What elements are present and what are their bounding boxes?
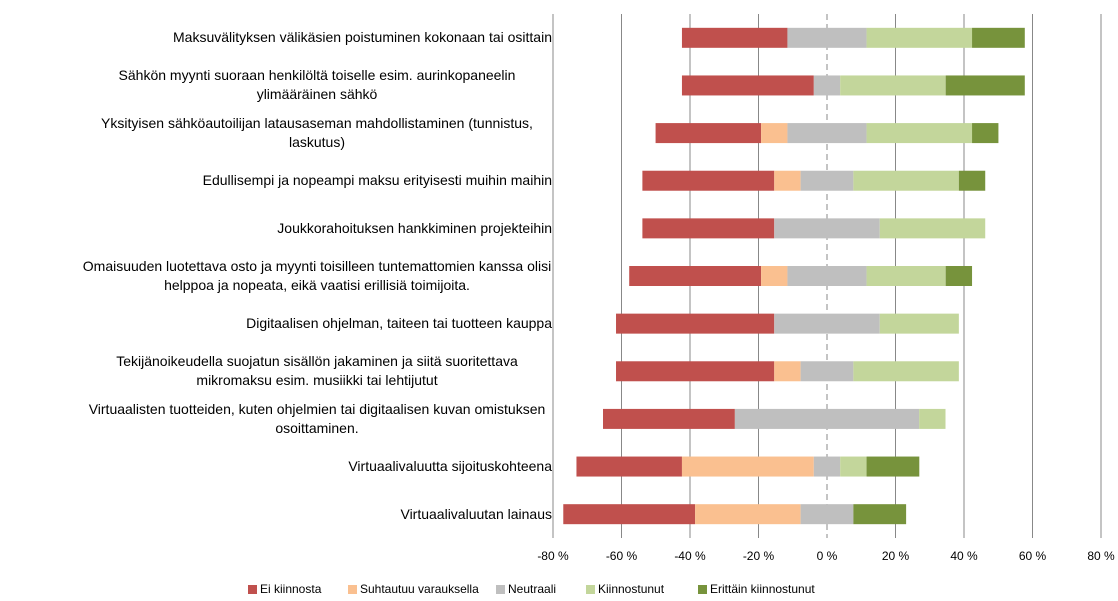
category-label-box: Virtuaalivaluutan lainaus <box>0 491 552 537</box>
bar-segment <box>774 170 801 191</box>
bar-segment <box>866 266 946 286</box>
bar-segment <box>853 504 907 525</box>
bar-segment <box>616 313 775 334</box>
y-tick-label: Joukkorahoituksen hankkiminen projekteih… <box>277 219 552 236</box>
category-label-box: Yksityisen sähköautoilijan latausaseman … <box>0 110 552 156</box>
bar-segment <box>840 75 946 96</box>
x-tick-label: 0 % <box>817 549 838 563</box>
legend-label: Ei kiinnosta <box>260 582 322 596</box>
y-tick-label: Digitaalisen ohjelman, taiteen tai tuott… <box>246 315 552 332</box>
legend-swatch <box>496 585 505 594</box>
x-tick-label: 40 % <box>950 549 978 563</box>
legend-label: Neutraali <box>508 582 556 596</box>
x-tick-label: 20 % <box>882 549 910 563</box>
bar-segment <box>879 313 959 334</box>
bar-segment <box>655 123 762 144</box>
y-tick-label: Tekijänoikeudella suojatun sisällön jaka… <box>116 353 518 389</box>
bar-segment <box>879 218 986 239</box>
y-tick-label: Sähkön myynti suoraan henkilöltä toisell… <box>118 67 516 103</box>
y-tick-label: Virtuaalivaluutan lainaus <box>400 505 552 522</box>
bar-segment <box>853 170 959 191</box>
bar-segment <box>681 456 814 477</box>
bar-segment <box>616 361 775 382</box>
bar-segment <box>642 218 775 239</box>
bar-segment <box>563 504 696 525</box>
x-tick-label: -80 % <box>537 549 569 563</box>
bar-segment <box>734 408 920 429</box>
category-label-box: Digitaalisen ohjelman, taiteen tai tuott… <box>0 301 552 347</box>
category-label-box: Virtuaalisten tuotteiden, kuten ohjelmie… <box>0 396 552 442</box>
y-tick-label: Omaisuuden luotettava osto ja myynti toi… <box>82 258 552 293</box>
x-tick-label: -20 % <box>743 549 775 563</box>
legend-label: Erittäin kiinnostunut <box>710 582 815 596</box>
bar-segment <box>774 361 801 382</box>
bar-segment <box>840 456 867 477</box>
bar-segment <box>681 75 814 96</box>
bar-segment <box>813 75 841 96</box>
bar-segment <box>866 27 973 48</box>
bar-segment <box>787 123 867 144</box>
category-label-box: Joukkorahoituksen hankkiminen projekteih… <box>0 205 552 251</box>
legend-label: Suhtautuu varauksella <box>360 582 479 596</box>
y-tick-label: Virtuaalivaluutta sijoituskohteena <box>348 458 552 475</box>
bar-segment <box>813 456 841 477</box>
category-label-box: Omaisuuden luotettava osto ja myynti toi… <box>0 253 552 299</box>
bar-segment <box>681 27 788 48</box>
bar-segment <box>958 170 986 191</box>
category-label-box: Sähkön myynti suoraan henkilöltä toisell… <box>0 62 552 108</box>
category-label-box: Maksuvälityksen välikäsien poistuminen k… <box>0 15 552 61</box>
legend-swatch <box>348 585 357 594</box>
x-tick-label: 60 % <box>1019 549 1047 563</box>
bar-segment <box>945 75 1025 96</box>
bar-segment <box>642 170 775 191</box>
legend-swatch <box>248 585 257 594</box>
bar-segment <box>576 456 682 477</box>
bar-segment <box>919 408 946 429</box>
bar-segment <box>787 27 867 48</box>
x-tick-label: -60 % <box>606 549 638 563</box>
bar-segment <box>800 504 854 525</box>
category-label-box: Edullisempi ja nopeampi maksu erityisest… <box>0 158 552 204</box>
category-label-box: Tekijänoikeudella suojatun sisällön jaka… <box>0 348 552 394</box>
bar-segment <box>800 361 854 382</box>
category-label-box: Virtuaalivaluutta sijoituskohteena <box>0 444 552 490</box>
bar-segment <box>695 504 801 525</box>
bar-segment <box>761 266 788 286</box>
y-tick-label: Virtuaalisten tuotteiden, kuten ohjelmie… <box>88 400 546 436</box>
bar-segment <box>972 27 1025 48</box>
y-tick-label: Maksuvälityksen välikäsien poistuminen k… <box>173 29 552 46</box>
bar-segment <box>774 218 880 239</box>
bar-segment <box>774 313 880 334</box>
bar-segment <box>629 266 762 286</box>
bar-segment <box>800 170 854 191</box>
y-tick-label: Edullisempi ja nopeampi maksu erityisest… <box>202 172 552 189</box>
bar-segment <box>603 408 735 429</box>
legend-swatch <box>586 585 595 594</box>
x-tick-label: 80 % <box>1087 549 1115 563</box>
bar-segment <box>761 123 788 144</box>
bar-segment <box>945 266 973 286</box>
bar-segment <box>972 123 999 144</box>
legend-swatch <box>698 585 707 594</box>
bar-segment <box>787 266 867 286</box>
x-tick-label: -40 % <box>674 549 706 563</box>
legend-label: Kiinnostunut <box>598 582 665 596</box>
y-tick-label: Yksityisen sähköautoilijan latausaseman … <box>101 115 533 151</box>
bar-segment <box>866 123 973 144</box>
bar-segment <box>866 456 920 477</box>
bar-segment <box>853 361 959 382</box>
